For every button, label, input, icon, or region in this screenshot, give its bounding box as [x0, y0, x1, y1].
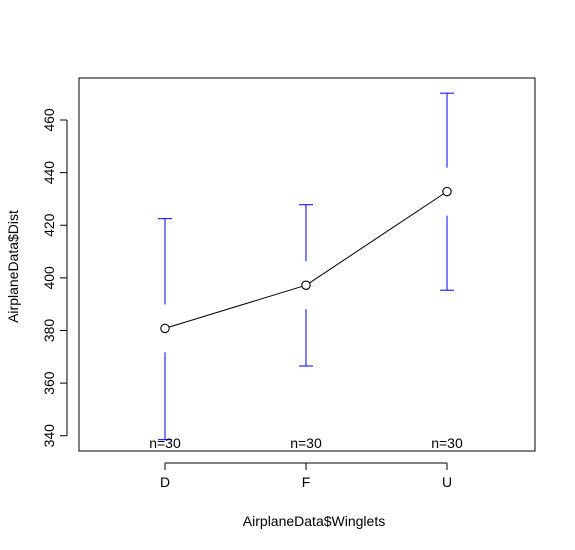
x-tick-label: U [442, 474, 452, 490]
n-labels: n=30 n=30 n=30 [149, 435, 463, 451]
x-tick-label: D [160, 474, 170, 490]
y-tick-label: 360 [41, 371, 57, 395]
data-point [442, 186, 452, 197]
y-tick-label: 340 [41, 424, 57, 448]
y-tick-label: 400 [41, 266, 57, 290]
series-line [168, 193, 444, 328]
y-tick-label: 420 [41, 213, 57, 237]
y-tick-label: 380 [41, 319, 57, 343]
data-point [301, 280, 311, 290]
n-label: n=30 [149, 435, 181, 451]
x-axis-label: AirplaneData$Winglets [243, 513, 385, 529]
series-segment [168, 285, 303, 328]
y-tick-label: 440 [41, 161, 57, 185]
n-label: n=30 [290, 435, 322, 451]
data-point [160, 323, 170, 334]
y-axis: 340 360 380 400 420 440 460 [41, 108, 68, 448]
error-bars [158, 92, 454, 441]
y-axis-label: AirplaneData$Dist [5, 210, 21, 323]
data-points [160, 186, 452, 334]
x-tick-label: F [302, 474, 311, 490]
y-tick-label: 460 [41, 108, 57, 132]
series-segment [309, 193, 444, 284]
plot-frame [78, 77, 536, 452]
n-label: n=30 [431, 435, 463, 451]
